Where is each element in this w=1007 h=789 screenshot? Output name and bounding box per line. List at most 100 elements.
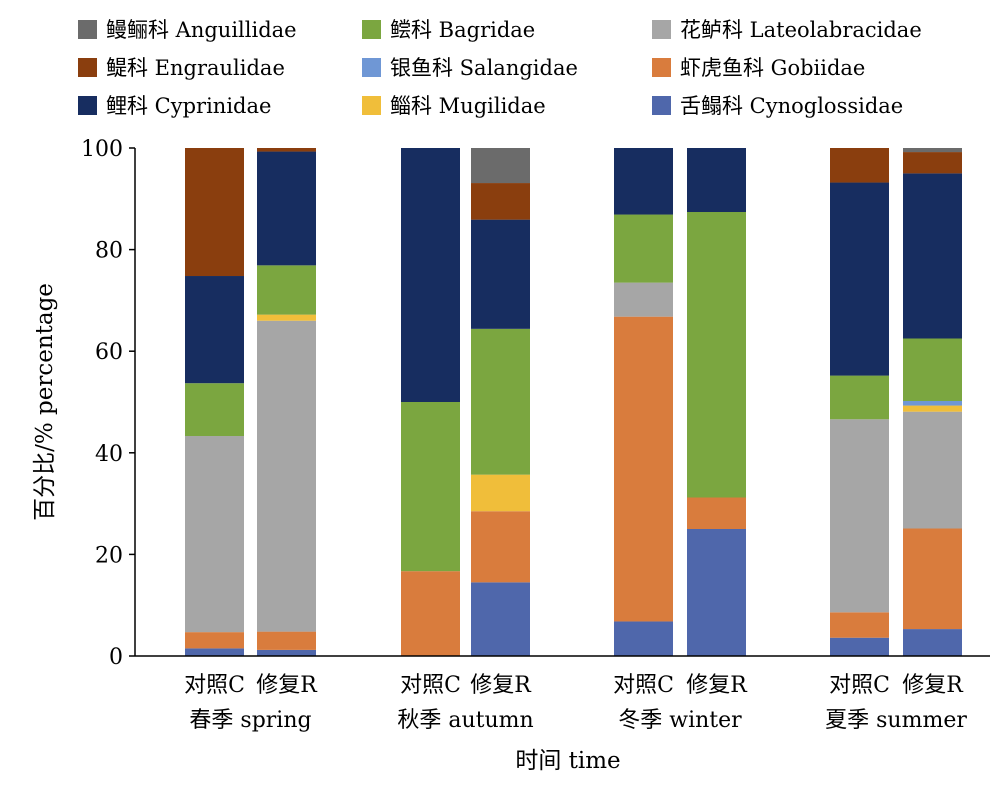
bar-segment-cyprinidae: [687, 148, 746, 213]
legend-swatch: [78, 58, 97, 77]
legend-item-engraulidae: 鳀科 Engraulidae: [78, 56, 285, 80]
legend-label: 鳗鲡科 Anguillidae: [106, 18, 297, 42]
legend-swatch: [362, 20, 381, 39]
legend-label: 舌鳎科 Cynoglossidae: [680, 94, 903, 118]
bar-segment-cynoglossidae: [185, 648, 244, 656]
bar-stack: [614, 148, 673, 656]
plot-bars: [185, 148, 962, 656]
bar-stack: [471, 148, 530, 656]
bar-segment-cynoglossidae: [614, 621, 673, 656]
bar-stack: [903, 148, 962, 656]
x-category-labels: 对照C 修复R 春季 spring 对照C 修复R 秋季 autumn 对照C 修复R 冬季 w…: [184, 673, 967, 733]
bar-segment-lateolabracidae: [903, 411, 962, 529]
legend-label: 虾虎鱼科 Gobiidae: [680, 56, 865, 80]
legend-swatch: [362, 96, 381, 115]
y-tick-label: 20: [95, 543, 123, 568]
bar-stack: [185, 148, 244, 656]
bar-segment-cyprinidae: [185, 276, 244, 384]
legend-swatch: [652, 96, 671, 115]
legend-label: 鳀科 Engraulidae: [106, 56, 285, 80]
y-tick-label: 60: [95, 340, 123, 365]
legend-item-anguillidae: 鳗鲡科 Anguillidae: [78, 18, 297, 42]
x-season-label: 秋季 autumn: [397, 708, 533, 733]
legend-label: 花鲈科 Lateolabracidae: [680, 18, 922, 42]
bar-segment-bagridae: [903, 338, 962, 401]
legend-item-cyprinidae: 鲤科 Cyprinidae: [78, 94, 271, 118]
bar-segment-cynoglossidae: [687, 529, 746, 656]
bar-segment-mugilidae: [257, 314, 316, 321]
bar-segment-gobiidae: [903, 528, 962, 630]
legend-swatch: [652, 20, 671, 39]
x-season-label: 夏季 summer: [825, 708, 967, 733]
x-category-label: 修复R: [256, 673, 318, 698]
bar-segment-cyprinidae: [614, 148, 673, 215]
x-category-label: 修复R: [902, 673, 964, 698]
bar-segment-lateolabracidae: [257, 320, 316, 632]
legend-item-mugilidae: 鲻科 Mugilidae: [362, 94, 546, 118]
bar-segment-bagridae: [257, 265, 316, 315]
bar-segment-cynoglossidae: [257, 649, 316, 656]
bar-stack: [257, 148, 316, 656]
legend-item-cynoglossidae: 舌鳎科 Cynoglossidae: [652, 94, 903, 118]
legend-item-salangidae: 银鱼科 Salangidae: [362, 56, 578, 80]
bar-segment-lateolabracidae: [185, 436, 244, 633]
legend-label: 银鱼科 Salangidae: [390, 56, 578, 80]
x-category-label: 对照C: [613, 673, 674, 698]
bar-segment-gobiidae: [471, 511, 530, 583]
bar-segment-engraulidae: [830, 148, 889, 183]
bar-segment-gobiidae: [401, 571, 460, 656]
legend-swatch: [652, 58, 671, 77]
bar-segment-cynoglossidae: [830, 637, 889, 656]
bar-segment-bagridae: [614, 214, 673, 283]
bar-segment-cynoglossidae: [903, 629, 962, 656]
x-category-label: 修复R: [686, 673, 748, 698]
bar-segment-anguillidae: [471, 148, 530, 184]
legend-item-lateolabracidae: 花鲈科 Lateolabracidae: [652, 18, 922, 42]
legend: 鳗鲡科 Anguillidae 鲿科 Bagridae 花鲈科 Lateolabra…: [78, 18, 922, 118]
legend-label: 鲤科 Cyprinidae: [106, 94, 271, 118]
x-category-label: 修复R: [470, 673, 532, 698]
legend-label: 鲻科 Mugilidae: [390, 94, 546, 118]
bar-segment-bagridae: [687, 212, 746, 498]
bar-segment-cynoglossidae: [471, 582, 530, 656]
bar-segment-gobiidae: [257, 631, 316, 650]
legend-swatch: [78, 20, 97, 39]
bar-segment-engraulidae: [185, 148, 244, 277]
x-axis-title: 时间 time: [515, 748, 620, 774]
bar-segment-gobiidae: [614, 316, 673, 622]
bar-segment-mugilidae: [903, 405, 962, 412]
bar-segment-bagridae: [471, 328, 530, 475]
legend-swatch: [78, 96, 97, 115]
bar-segment-bagridae: [401, 402, 460, 572]
bar-segment-engraulidae: [471, 183, 530, 220]
bar-stack: [687, 148, 746, 656]
x-category-label: 对照C: [184, 673, 245, 698]
x-category-label: 对照C: [829, 673, 890, 698]
bar-segment-cyprinidae: [903, 173, 962, 339]
bar-segment-gobiidae: [185, 632, 244, 649]
bar-segment-lateolabracidae: [614, 282, 673, 317]
y-tick-label: 0: [109, 645, 123, 670]
bar-segment-anguillidae: [903, 148, 962, 153]
y-axis-title: 百分比/% percentage: [32, 283, 58, 521]
legend-label: 鲿科 Bagridae: [390, 18, 535, 42]
bar-segment-cyprinidae: [830, 182, 889, 376]
y-tick-label: 100: [81, 137, 123, 162]
legend-item-gobiidae: 虾虎鱼科 Gobiidae: [652, 56, 865, 80]
bar-stack: [401, 148, 460, 656]
bar-stack: [830, 148, 889, 656]
bar-segment-salangidae: [903, 400, 962, 406]
legend-swatch: [362, 58, 381, 77]
bar-segment-engraulidae: [257, 148, 316, 152]
legend-item-bagridae: 鲿科 Bagridae: [362, 18, 535, 42]
x-season-label: 冬季 winter: [618, 708, 742, 733]
bar-segment-lateolabracidae: [830, 419, 889, 613]
x-category-label: 对照C: [400, 673, 461, 698]
bar-segment-cyprinidae: [471, 219, 530, 329]
bar-segment-mugilidae: [471, 474, 530, 512]
y-ticks: 0 20 40 60 80 100: [81, 137, 135, 670]
bar-segment-engraulidae: [903, 152, 962, 174]
bar-segment-gobiidae: [830, 612, 889, 638]
y-tick-label: 40: [95, 442, 123, 467]
